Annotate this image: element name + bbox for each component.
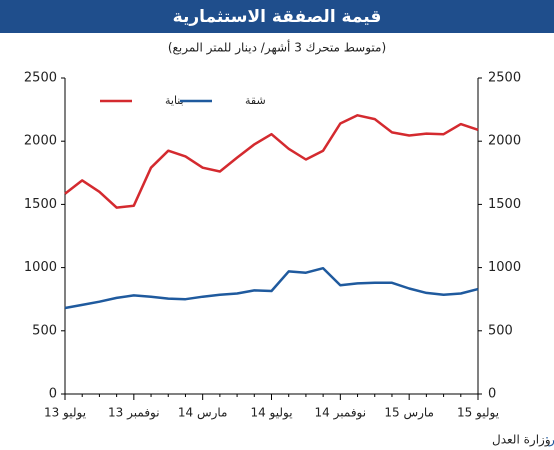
legend-label: بناية: [165, 94, 184, 107]
x-tick-label: يوليو 15: [457, 406, 499, 421]
y2-tick-label: 500: [488, 323, 513, 338]
y2-tick-label: 1500: [488, 197, 521, 212]
chart-title: قيمة الصفقة الاستثمارية: [173, 7, 382, 27]
x-tick-label: نوفمبر 13: [108, 406, 160, 421]
y-tick-label: 2000: [24, 134, 57, 149]
y2-tick-label: 2000: [488, 134, 521, 149]
source-label: المصدر:: [545, 433, 554, 448]
series-line: [64, 114, 479, 209]
legend-label: شقة: [245, 94, 266, 107]
x-tick-label: يوليو 13: [44, 406, 86, 421]
y-tick-label: 1000: [24, 260, 57, 275]
chart-subtitle: (متوسط متحرك 3 أشهر/ دينار للمتر المربع): [168, 40, 386, 56]
source: وزارة العدل: [492, 433, 551, 448]
y-tick-label: 1500: [24, 197, 57, 212]
series-line: [64, 266, 479, 310]
y2-tick-label: 0: [488, 387, 496, 402]
y-tick-label: 2500: [24, 71, 57, 86]
y-tick-label: 500: [32, 323, 57, 338]
x-tick-label: نوفمبر 14: [315, 406, 367, 421]
x-tick-label: مارس 15: [384, 406, 434, 421]
x-tick-label: مارس 14: [178, 406, 228, 421]
y2-tick-label: 1000: [488, 260, 521, 275]
x-tick-label: يوليو 14: [250, 406, 292, 421]
y-tick-label: 0: [49, 387, 57, 402]
y2-tick-label: 2500: [488, 71, 521, 86]
title-bar: [0, 0, 554, 33]
